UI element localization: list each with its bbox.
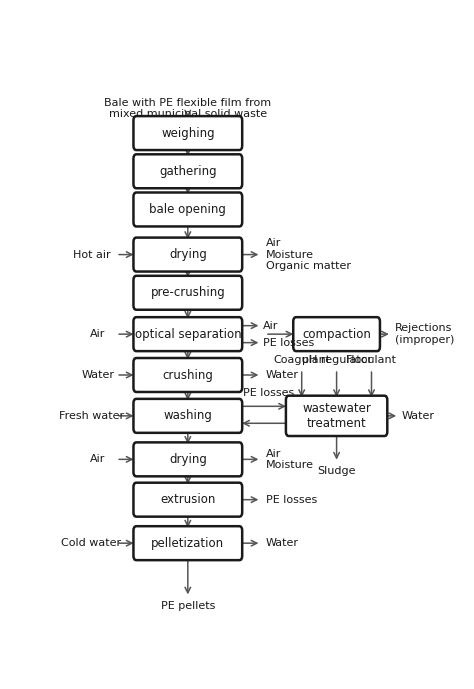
Text: drying: drying xyxy=(169,248,207,261)
Text: Fresh water: Fresh water xyxy=(59,411,124,421)
FancyBboxPatch shape xyxy=(134,358,242,392)
Text: Rejections
(improper): Rejections (improper) xyxy=(395,323,454,345)
Text: Cold water: Cold water xyxy=(61,538,121,548)
Text: compaction: compaction xyxy=(302,328,371,340)
Text: PE losses: PE losses xyxy=(263,338,314,348)
Text: PE pellets: PE pellets xyxy=(161,601,215,610)
Text: Air: Air xyxy=(90,329,106,339)
FancyBboxPatch shape xyxy=(134,526,242,560)
Text: Coagulant: Coagulant xyxy=(273,356,330,365)
Text: pelletization: pelletization xyxy=(151,537,224,550)
Text: Floculant: Floculant xyxy=(346,356,397,365)
Text: gathering: gathering xyxy=(159,165,217,178)
Text: Water: Water xyxy=(266,370,299,380)
FancyBboxPatch shape xyxy=(293,317,380,351)
Text: PE losses: PE losses xyxy=(266,495,317,504)
FancyBboxPatch shape xyxy=(134,276,242,310)
Text: extrusion: extrusion xyxy=(160,493,216,506)
FancyBboxPatch shape xyxy=(134,317,242,351)
Text: Air
Moisture: Air Moisture xyxy=(266,449,314,470)
FancyBboxPatch shape xyxy=(134,192,242,227)
Text: pre-crushing: pre-crushing xyxy=(150,286,225,299)
Text: Air
Moisture
Organic matter: Air Moisture Organic matter xyxy=(266,238,351,271)
Text: Water: Water xyxy=(402,411,435,421)
Text: Air: Air xyxy=(263,320,279,331)
Text: optical separation: optical separation xyxy=(135,328,241,340)
Text: pH regulator: pH regulator xyxy=(301,356,372,365)
Text: drying: drying xyxy=(169,453,207,466)
Text: crushing: crushing xyxy=(163,369,213,382)
Text: Water: Water xyxy=(82,370,114,380)
FancyBboxPatch shape xyxy=(134,442,242,476)
Text: bale opening: bale opening xyxy=(149,203,226,216)
FancyBboxPatch shape xyxy=(134,116,242,150)
Text: weighing: weighing xyxy=(161,127,215,140)
FancyBboxPatch shape xyxy=(134,483,242,517)
FancyBboxPatch shape xyxy=(286,395,387,436)
FancyBboxPatch shape xyxy=(134,238,242,271)
Text: washing: washing xyxy=(164,409,212,422)
FancyBboxPatch shape xyxy=(134,399,242,433)
Text: PE losses: PE losses xyxy=(243,388,294,398)
FancyBboxPatch shape xyxy=(134,154,242,188)
Text: Sludge: Sludge xyxy=(318,466,356,476)
Text: Hot air: Hot air xyxy=(73,249,110,260)
Text: Bale with PE flexible film from
mixed municipal solid waste: Bale with PE flexible film from mixed mu… xyxy=(104,98,272,119)
Text: Air: Air xyxy=(90,454,106,464)
Text: wastewater
treatment: wastewater treatment xyxy=(302,402,371,430)
Text: Water: Water xyxy=(266,538,299,548)
